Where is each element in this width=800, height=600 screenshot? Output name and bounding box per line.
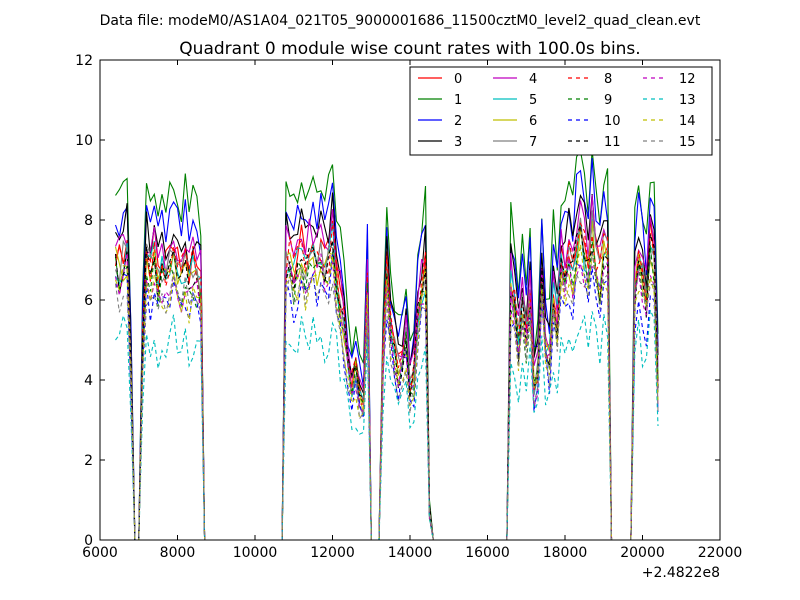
legend-label-11: 11 (604, 135, 621, 150)
x-tick-label: 6000 (82, 545, 118, 561)
y-tick-label: 10 (75, 133, 93, 149)
legend-box (409, 66, 713, 156)
series-layer (114, 149, 659, 541)
series-line-14 (114, 244, 659, 541)
legend-label-0: 0 (454, 72, 462, 87)
x-tick-label: 16000 (465, 545, 510, 561)
x-offset-label: +2.4822e8 (642, 565, 720, 581)
series-line-15 (114, 253, 659, 541)
legend-label-7: 7 (529, 135, 537, 150)
legend-label-13: 13 (679, 93, 696, 108)
series-line-8 (114, 220, 659, 541)
legend-label-6: 6 (529, 114, 537, 129)
x-tick-label: 8000 (160, 545, 196, 561)
legend-label-9: 9 (604, 93, 612, 108)
series-line-1 (115, 149, 659, 541)
y-tick-label: 0 (84, 533, 93, 549)
x-tick-label: 18000 (543, 545, 588, 561)
series-line-13 (115, 309, 659, 541)
x-tick-label: 22000 (698, 545, 743, 561)
legend-label-4: 4 (529, 72, 537, 87)
ticks-layer: 6000 8000 10000 12000 14000 16000 18000 … (75, 53, 742, 561)
y-tick-label: 2 (84, 453, 93, 469)
chart-title: Quadrant 0 module wise count rates with … (179, 39, 640, 59)
suptitle: Data file: modeM0/AS1A04_021T05_90000016… (100, 13, 701, 29)
legend-label-15: 15 (679, 135, 696, 150)
y-tick-label: 12 (75, 53, 93, 69)
plot-frame (99, 59, 721, 541)
legend-label-5: 5 (529, 93, 537, 108)
y-tick-label: 6 (84, 293, 93, 309)
legend-label-14: 14 (679, 114, 696, 129)
x-tick-label: 20000 (620, 545, 665, 561)
x-tick-label: 10000 (233, 545, 278, 561)
legend-label-3: 3 (454, 135, 462, 150)
legend-label-12: 12 (679, 72, 696, 87)
x-tick-label: 12000 (310, 545, 355, 561)
x-tick-label: 14000 (388, 545, 433, 561)
legend-label-2: 2 (454, 114, 462, 129)
y-tick-label: 4 (84, 373, 93, 389)
legend-label-10: 10 (604, 114, 621, 129)
legend-label-1: 1 (454, 93, 462, 108)
y-tick-label: 8 (84, 213, 93, 229)
legend-label-8: 8 (604, 72, 612, 87)
